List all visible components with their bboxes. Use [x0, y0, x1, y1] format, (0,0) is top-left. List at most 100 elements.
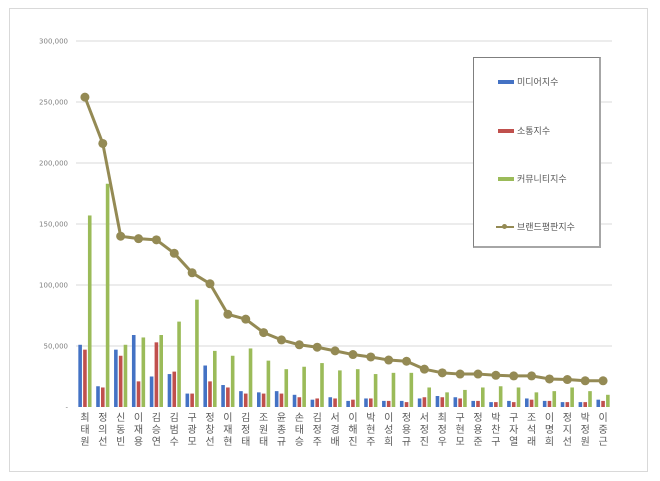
bar	[498, 386, 503, 407]
bar	[570, 387, 574, 407]
bar	[172, 371, 177, 407]
line-marker-icon	[496, 223, 514, 229]
legend-item-community: 커뮤니티지수	[498, 172, 567, 185]
bar	[386, 400, 391, 407]
line-marker	[205, 279, 215, 289]
bar	[338, 370, 342, 407]
category-group	[274, 369, 289, 407]
legend-label: 미디어지수	[517, 78, 559, 88]
line-marker	[527, 371, 537, 381]
bar	[83, 349, 87, 407]
bar	[221, 385, 225, 407]
bar	[297, 397, 302, 407]
line-marker	[330, 346, 340, 356]
line-marker	[348, 350, 358, 360]
bar	[230, 355, 235, 407]
line-marker	[402, 356, 412, 366]
bar	[101, 387, 105, 407]
bar	[481, 387, 485, 407]
legend-item-brand-reputation: 브랜드평판지수	[496, 220, 575, 233]
category-group	[382, 372, 396, 407]
bar	[185, 393, 190, 407]
category-group	[131, 335, 146, 407]
category-group	[542, 391, 557, 407]
line-marker	[312, 342, 322, 352]
bar	[310, 399, 315, 407]
category-group	[364, 374, 378, 407]
line-marker	[116, 231, 126, 241]
category-group	[221, 355, 235, 407]
bar	[190, 393, 194, 407]
line-marker	[187, 268, 197, 278]
legend-item-media: 미디어지수	[498, 75, 558, 88]
line-marker	[580, 376, 590, 386]
bar	[417, 398, 422, 407]
media-swatch-icon	[498, 79, 514, 84]
category-group	[525, 392, 539, 407]
category-group	[78, 215, 92, 407]
category-group	[292, 366, 306, 407]
bar	[435, 396, 440, 407]
bar	[136, 381, 141, 407]
bar	[320, 363, 324, 407]
category-group	[328, 370, 342, 407]
line-marker	[169, 248, 179, 258]
bar	[422, 397, 427, 407]
bar	[226, 387, 230, 407]
category-group	[185, 299, 199, 407]
line-marker	[437, 368, 447, 378]
line-marker	[98, 138, 108, 148]
bar	[328, 397, 333, 407]
bar	[141, 337, 146, 407]
category-group	[257, 360, 271, 407]
bar	[458, 398, 462, 407]
line-marker	[80, 92, 90, 102]
bar	[601, 400, 605, 407]
bar	[588, 391, 592, 407]
bar	[167, 374, 172, 407]
line-marker	[223, 309, 233, 319]
category-group	[346, 369, 360, 407]
bar	[516, 387, 521, 407]
line-marker	[598, 376, 608, 386]
bar	[525, 398, 529, 407]
bar	[248, 348, 253, 407]
category-group	[203, 350, 217, 407]
bar	[606, 394, 610, 407]
category-group	[399, 372, 414, 407]
bar	[208, 381, 212, 407]
legend-label: 커뮤니티지수	[517, 175, 567, 185]
bar	[279, 393, 284, 407]
bar	[489, 402, 493, 407]
bar	[355, 369, 360, 407]
y-tick-label: -	[65, 404, 68, 412]
bar	[596, 399, 601, 407]
bar	[476, 400, 480, 407]
bar	[78, 344, 82, 407]
bar	[382, 400, 386, 407]
category-group	[578, 391, 592, 407]
y-tick-label: 200,000	[39, 160, 68, 168]
category-group	[114, 344, 128, 407]
y-tick-label: 50,000	[44, 343, 69, 351]
bar	[511, 402, 516, 407]
